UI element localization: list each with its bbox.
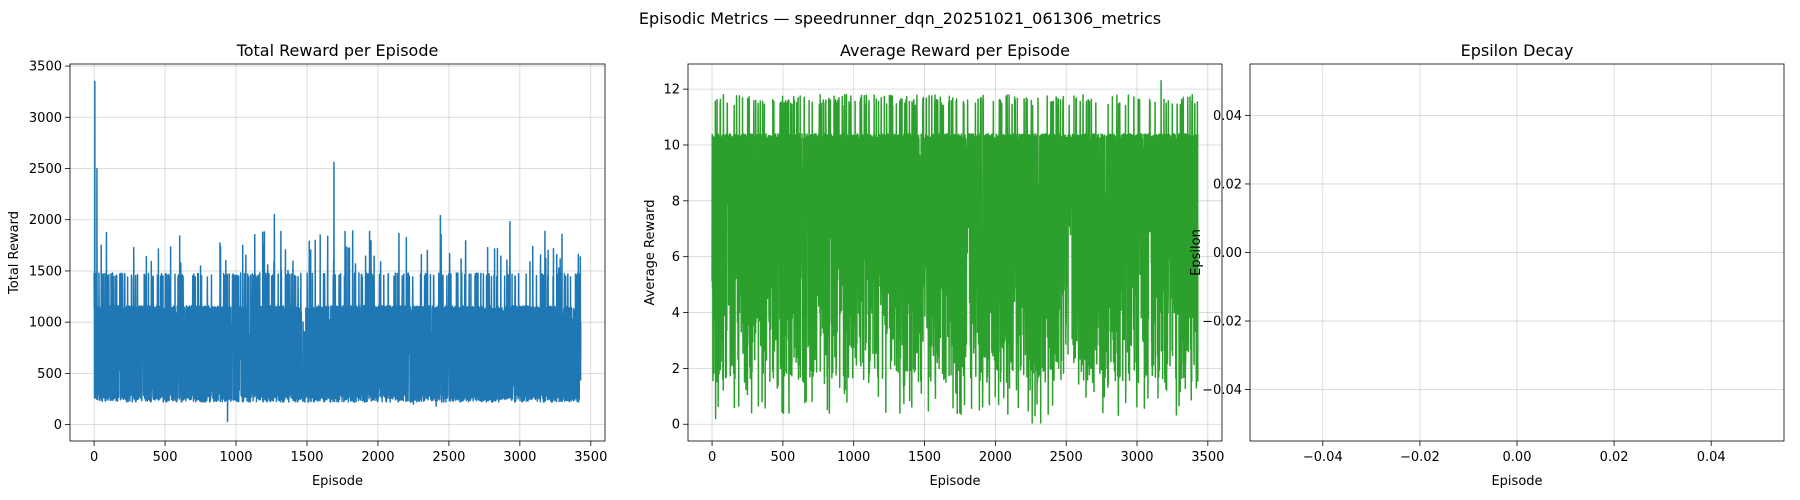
y-tick-label: 4 bbox=[672, 306, 680, 321]
y-tick-label: −0.02 bbox=[1202, 315, 1242, 330]
series-line bbox=[93, 80, 582, 423]
x-tick-label: 0.02 bbox=[1600, 450, 1629, 465]
epsilon-decay-xlabel: Episode bbox=[1491, 474, 1542, 489]
axes-frame bbox=[1249, 63, 1785, 442]
y-tick-label: 1500 bbox=[29, 264, 62, 279]
x-tick-label: 0 bbox=[708, 450, 716, 465]
total-reward-ylabel: Total Reward bbox=[7, 211, 22, 295]
y-tick-label: 2 bbox=[672, 362, 680, 377]
x-tick-label: 3000 bbox=[1120, 450, 1153, 465]
x-tick-label: 2500 bbox=[1050, 450, 1083, 465]
x-tick-label: −0.04 bbox=[1303, 450, 1343, 465]
x-tick-label: 1000 bbox=[837, 450, 870, 465]
x-tick-label: 3500 bbox=[574, 450, 607, 465]
axes-frame bbox=[687, 63, 1223, 442]
x-tick-label: 2000 bbox=[979, 450, 1012, 465]
y-tick-label: 0 bbox=[672, 418, 680, 433]
x-tick-label: 3500 bbox=[1191, 450, 1224, 465]
total-reward-xlabel: Episode bbox=[312, 474, 363, 489]
x-tick-label: 0 bbox=[90, 450, 98, 465]
x-tick-label: −0.02 bbox=[1400, 450, 1440, 465]
y-tick-label: 3000 bbox=[29, 111, 62, 126]
average-reward-title: Average Reward per Episode bbox=[840, 41, 1070, 60]
total-reward-title: Total Reward per Episode bbox=[236, 41, 439, 60]
y-tick-label: 3500 bbox=[29, 60, 62, 75]
x-tick-label: 0.04 bbox=[1697, 450, 1726, 465]
y-tick-label: 500 bbox=[37, 367, 62, 382]
x-tick-label: 0.00 bbox=[1503, 450, 1532, 465]
y-tick-label: 12 bbox=[663, 83, 680, 98]
x-tick-label: 2000 bbox=[361, 450, 394, 465]
x-tick-label: 2500 bbox=[432, 450, 465, 465]
y-tick-label: 0.02 bbox=[1213, 177, 1242, 192]
y-tick-label: 8 bbox=[672, 194, 680, 209]
y-tick-label: 2500 bbox=[29, 162, 62, 177]
x-tick-label: 500 bbox=[770, 450, 795, 465]
epsilon-decay-title: Epsilon Decay bbox=[1461, 41, 1574, 60]
y-tick-label: −0.04 bbox=[1202, 383, 1242, 398]
x-tick-label: 1000 bbox=[219, 450, 252, 465]
total-reward-panel: Total Reward per Episode Episode Total R… bbox=[7, 41, 607, 489]
y-tick-label: 2000 bbox=[29, 213, 62, 228]
y-tick-label: 0.04 bbox=[1213, 109, 1242, 124]
y-tick-label: 0.00 bbox=[1213, 246, 1242, 261]
x-tick-label: 3000 bbox=[503, 450, 536, 465]
y-tick-label: 1000 bbox=[29, 316, 62, 331]
y-tick-label: 6 bbox=[672, 250, 680, 265]
average-reward-xlabel: Episode bbox=[929, 474, 980, 489]
epsilon-decay-ylabel: Epsilon bbox=[1189, 229, 1204, 276]
epsilon-decay-panel: Epsilon Decay Episode Epsilon −0.04 −0.02… bbox=[1189, 41, 1785, 489]
x-tick-label: 500 bbox=[153, 450, 178, 465]
average-reward-ylabel: Average Reward bbox=[643, 200, 658, 306]
grid-lines bbox=[1250, 64, 1784, 441]
y-tick-label: 10 bbox=[663, 138, 680, 153]
figure-suptitle: Episodic Metrics — speedrunner_dqn_20251… bbox=[639, 9, 1161, 29]
axes-frame bbox=[69, 63, 606, 442]
average-reward-panel: Average Reward per Episode Episode Avera… bbox=[643, 41, 1224, 489]
series-line bbox=[711, 80, 1199, 424]
x-tick-label: 1500 bbox=[290, 450, 323, 465]
y-tick-label: 0 bbox=[54, 418, 62, 433]
x-tick-label: 1500 bbox=[908, 450, 941, 465]
